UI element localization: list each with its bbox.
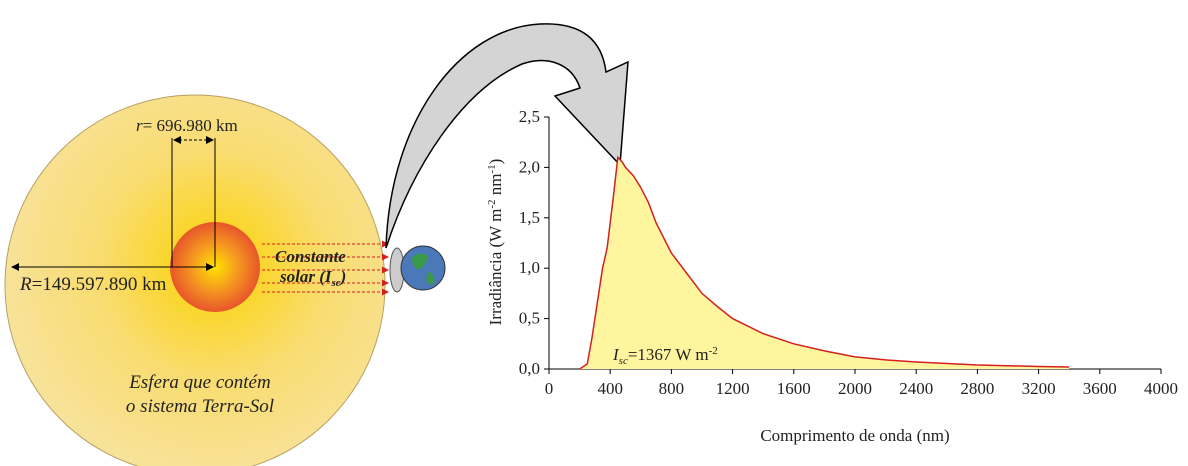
earth	[400, 245, 446, 291]
y-tick-label: 2,5	[519, 107, 540, 126]
y-axis-label: Irradiância (W m-2 nm-1)	[486, 159, 505, 326]
annotation: Isc=1367 W m-2	[612, 345, 718, 367]
x-tick-label: 2400	[899, 379, 933, 398]
x-tick-label: 3200	[1022, 379, 1056, 398]
x-tick-label: 1600	[777, 379, 811, 398]
constant-label: Constante	[275, 247, 346, 266]
sphere-label: Esfera que contém	[128, 372, 270, 393]
x-tick-label: 0	[545, 379, 554, 398]
r-label: r= 696.980 km	[136, 116, 238, 135]
y-tick-label: 2,0	[519, 157, 540, 176]
x-tick-label: 800	[659, 379, 685, 398]
area	[579, 157, 1070, 369]
sphere-label: o sistema Terra-Sol	[126, 396, 274, 417]
y-tick-label: 1,0	[519, 258, 540, 277]
constant-label: solar (Isc)	[279, 267, 346, 289]
x-tick-label: 4000	[1144, 379, 1178, 398]
line	[579, 155, 1070, 370]
y-tick-label: 0,5	[519, 309, 540, 328]
curved-arrow	[385, 23, 629, 249]
radiation-arrows	[262, 240, 389, 296]
x-tick-label: 3600	[1083, 379, 1117, 398]
earth-land	[412, 253, 435, 285]
x-tick-label: 1200	[716, 379, 750, 398]
y-tick-label: 1,5	[519, 208, 540, 227]
x-axis-label: Comprimento de onda (nm)	[760, 426, 949, 445]
y-tick-label: 0,0	[519, 359, 540, 378]
x-tick-label: 400	[597, 379, 623, 398]
R-label: R=149.597.890 km	[19, 274, 167, 295]
x-tick-label: 2800	[960, 379, 994, 398]
x-tick-label: 2000	[838, 379, 872, 398]
